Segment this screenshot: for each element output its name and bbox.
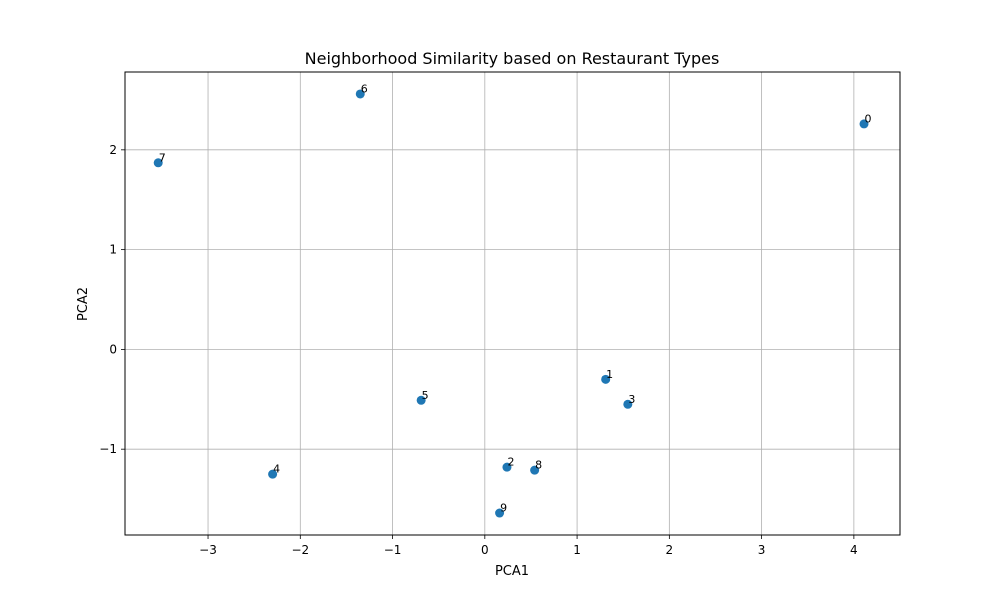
data-point — [416, 395, 426, 405]
data-point — [859, 119, 869, 129]
data-point — [530, 465, 540, 475]
x-tick-label: −2 — [291, 543, 309, 557]
point-label: 1 — [606, 368, 613, 381]
data-points: 0 1 2 3 4 5 6 7 8 9 — [153, 82, 872, 518]
point-label: 7 — [159, 151, 166, 164]
data-point — [601, 374, 611, 384]
point-label: 9 — [500, 502, 507, 515]
point-label: 3 — [628, 393, 635, 406]
data-point — [502, 462, 512, 472]
y-axis-label: PCA2 — [76, 287, 91, 321]
data-point — [153, 158, 163, 168]
y-tick-label: 1 — [109, 243, 117, 257]
point-label: 2 — [507, 456, 514, 469]
point-label: 5 — [422, 389, 429, 402]
data-point — [495, 508, 505, 518]
point-label: 8 — [535, 459, 542, 472]
point-label: 4 — [273, 463, 280, 476]
x-tick-label: 0 — [481, 543, 489, 557]
y-tick-label: 0 — [109, 342, 117, 356]
point-label: 0 — [865, 112, 872, 125]
x-tick-label: 2 — [666, 543, 674, 557]
grid — [125, 72, 900, 535]
x-tick-label: 1 — [573, 543, 581, 557]
y-tick-label: −1 — [99, 442, 117, 456]
data-point — [355, 89, 365, 99]
data-point — [268, 469, 278, 479]
y-tick-label: 2 — [109, 143, 117, 157]
x-tick-label: −1 — [384, 543, 402, 557]
x-tick-label: −3 — [199, 543, 217, 557]
point-label: 6 — [361, 82, 368, 95]
x-tick-label: 3 — [758, 543, 766, 557]
axis-ticks: −3 −2 −1 0 1 2 3 4 −1 0 1 2 — [99, 143, 857, 557]
data-point — [623, 399, 633, 409]
plot-frame — [124, 71, 901, 536]
chart-title: Neighborhood Similarity based on Restaur… — [305, 49, 720, 68]
x-axis-label: PCA1 — [495, 564, 529, 579]
x-tick-label: 4 — [850, 543, 858, 557]
